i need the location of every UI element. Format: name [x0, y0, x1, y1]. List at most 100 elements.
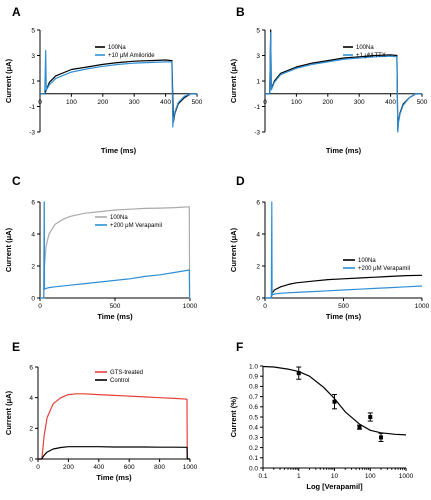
panel-f: F0.1 1 10 100 10000.00.10.20.30.40.50.60.70.…	[229, 340, 414, 491]
y-tick-label: 3	[256, 53, 260, 60]
y-tick-label: 0.0	[249, 465, 258, 472]
data-point	[379, 435, 384, 440]
legend-label: 100Na	[108, 45, 126, 51]
legend-label: +200 μM Verapamil	[358, 266, 410, 272]
series-line-1	[38, 393, 190, 460]
y-axis-label: Current (μA)	[4, 227, 13, 272]
x-tick-label: 0	[263, 303, 267, 310]
series-line-2	[265, 31, 422, 133]
x-axis-label: Log [Verapamil]	[306, 482, 363, 491]
x-axis-label: Time (ms)	[101, 146, 137, 155]
x-tick-label: 100	[66, 99, 77, 106]
panel-letter: B	[236, 5, 245, 19]
y-tick-label: 2	[31, 263, 35, 270]
x-tick-label: 1	[297, 473, 301, 480]
data-point	[357, 425, 362, 430]
x-axis-label: Time (ms)	[97, 312, 133, 321]
x-tick-label: 200	[97, 99, 108, 106]
y-tick-label: 4	[29, 395, 33, 402]
y-axis-label: Current (μA)	[4, 58, 13, 103]
x-tick-label: 0	[38, 99, 42, 106]
x-tick-label: 100	[291, 99, 302, 106]
x-tick-label: 500	[338, 303, 349, 310]
y-tick-label: 0.7	[249, 394, 258, 401]
x-tick-label: 400	[385, 99, 396, 106]
y-tick-label: 1	[31, 78, 35, 85]
panel-letter: E	[12, 340, 20, 354]
y-tick-label: 0.4	[249, 425, 258, 432]
panel-letter: C	[12, 174, 21, 188]
y-tick-label: 0.5	[249, 414, 258, 421]
x-tick-label: 200	[63, 464, 74, 471]
x-tick-label: 400	[93, 464, 104, 471]
series-line-1	[265, 274, 423, 299]
panel-d: D 0 500 1000 0 2 4 6 Time (ms) Current (μA) 100Na +…	[229, 174, 430, 321]
x-axis-label: Time (ms)	[96, 473, 132, 482]
y-tick-label: 3	[31, 53, 35, 60]
y-tick-label: 4	[31, 231, 35, 238]
x-tick-label: 500	[192, 99, 203, 106]
y-tick-label: 6	[31, 199, 35, 206]
series-line-2	[40, 49, 197, 128]
legend-label: 100Na	[358, 258, 376, 264]
x-tick-label: 400	[160, 99, 171, 106]
y-axis-label: Current (%)	[229, 396, 238, 437]
series-line-2	[40, 201, 191, 299]
x-axis-label: Time (ms)	[326, 146, 362, 155]
y-tick-label: 1	[256, 78, 260, 85]
y-tick-label: 1.0	[249, 363, 258, 370]
x-tick-label: 100	[365, 473, 376, 480]
y-tick-label: 5	[31, 27, 35, 34]
x-tick-label: 0	[38, 303, 42, 310]
legend-label: 100Na	[110, 215, 128, 221]
legend-label: +10 μM Amiloride	[108, 53, 155, 59]
x-tick-label: 0	[36, 464, 40, 471]
y-tick-label: 0.8	[249, 384, 258, 391]
y-tick-label: -3	[254, 129, 260, 136]
x-tick-label: 300	[354, 99, 365, 106]
panel-c: C 0 500 1000 0 2 4 6 Time (ms) Current (μA) 100Na +…	[4, 174, 198, 321]
series-line-2	[265, 201, 423, 299]
y-tick-label: 0.3	[249, 435, 258, 442]
legend-label: +1 μM TTX	[356, 53, 386, 59]
y-axis-label: Current (μA)	[229, 58, 238, 103]
data-point	[296, 371, 301, 376]
x-tick-label: 0.1	[258, 473, 267, 480]
x-tick-label: 300	[129, 99, 140, 106]
y-tick-label: -3	[29, 129, 35, 136]
y-tick-label: 0	[29, 456, 33, 463]
data-point	[368, 415, 373, 419]
y-tick-label: 0.9	[249, 374, 258, 381]
panel-letter: D	[236, 174, 245, 188]
y-tick-label: 2	[256, 263, 260, 270]
series-line-2	[38, 446, 190, 460]
panel-letter: A	[12, 5, 21, 19]
x-tick-label: 10	[331, 473, 339, 480]
x-tick-label: 600	[124, 464, 135, 471]
x-tick-label: 500	[110, 303, 121, 310]
series-line-1	[40, 59, 197, 123]
x-tick-label: 1000	[183, 464, 198, 471]
panel-b: B 0 100 200 300 400 500 -3 -1 1 3 5 Time (ms) Current…	[229, 5, 428, 155]
panel-a: A 0 100 200 300 400 500 -3 -1 1 3 5 Time (ms) Current…	[4, 5, 203, 155]
y-axis-label: Current (μA)	[4, 390, 13, 435]
x-tick-label: 800	[154, 464, 165, 471]
y-tick-label: -1	[29, 104, 35, 111]
x-tick-label: 1000	[183, 303, 198, 310]
legend-label: GTS-treated	[110, 370, 143, 376]
series-line-1	[265, 29, 422, 132]
legend-label: Control	[110, 378, 129, 384]
y-tick-label: -1	[254, 104, 260, 111]
y-axis-label: Current (μA)	[229, 227, 238, 272]
y-tick-label: 0	[256, 295, 260, 302]
panel-letter: F	[236, 340, 243, 354]
y-tick-label: 2	[29, 426, 33, 433]
y-tick-label: 6	[29, 364, 33, 371]
x-tick-label: 1000	[399, 473, 414, 480]
y-tick-label: 0.2	[249, 445, 258, 452]
y-tick-label: 0.1	[249, 455, 258, 462]
x-tick-label: 200	[322, 99, 333, 106]
x-axis-label: Time (ms)	[326, 312, 362, 321]
x-tick-label: 500	[417, 99, 428, 106]
